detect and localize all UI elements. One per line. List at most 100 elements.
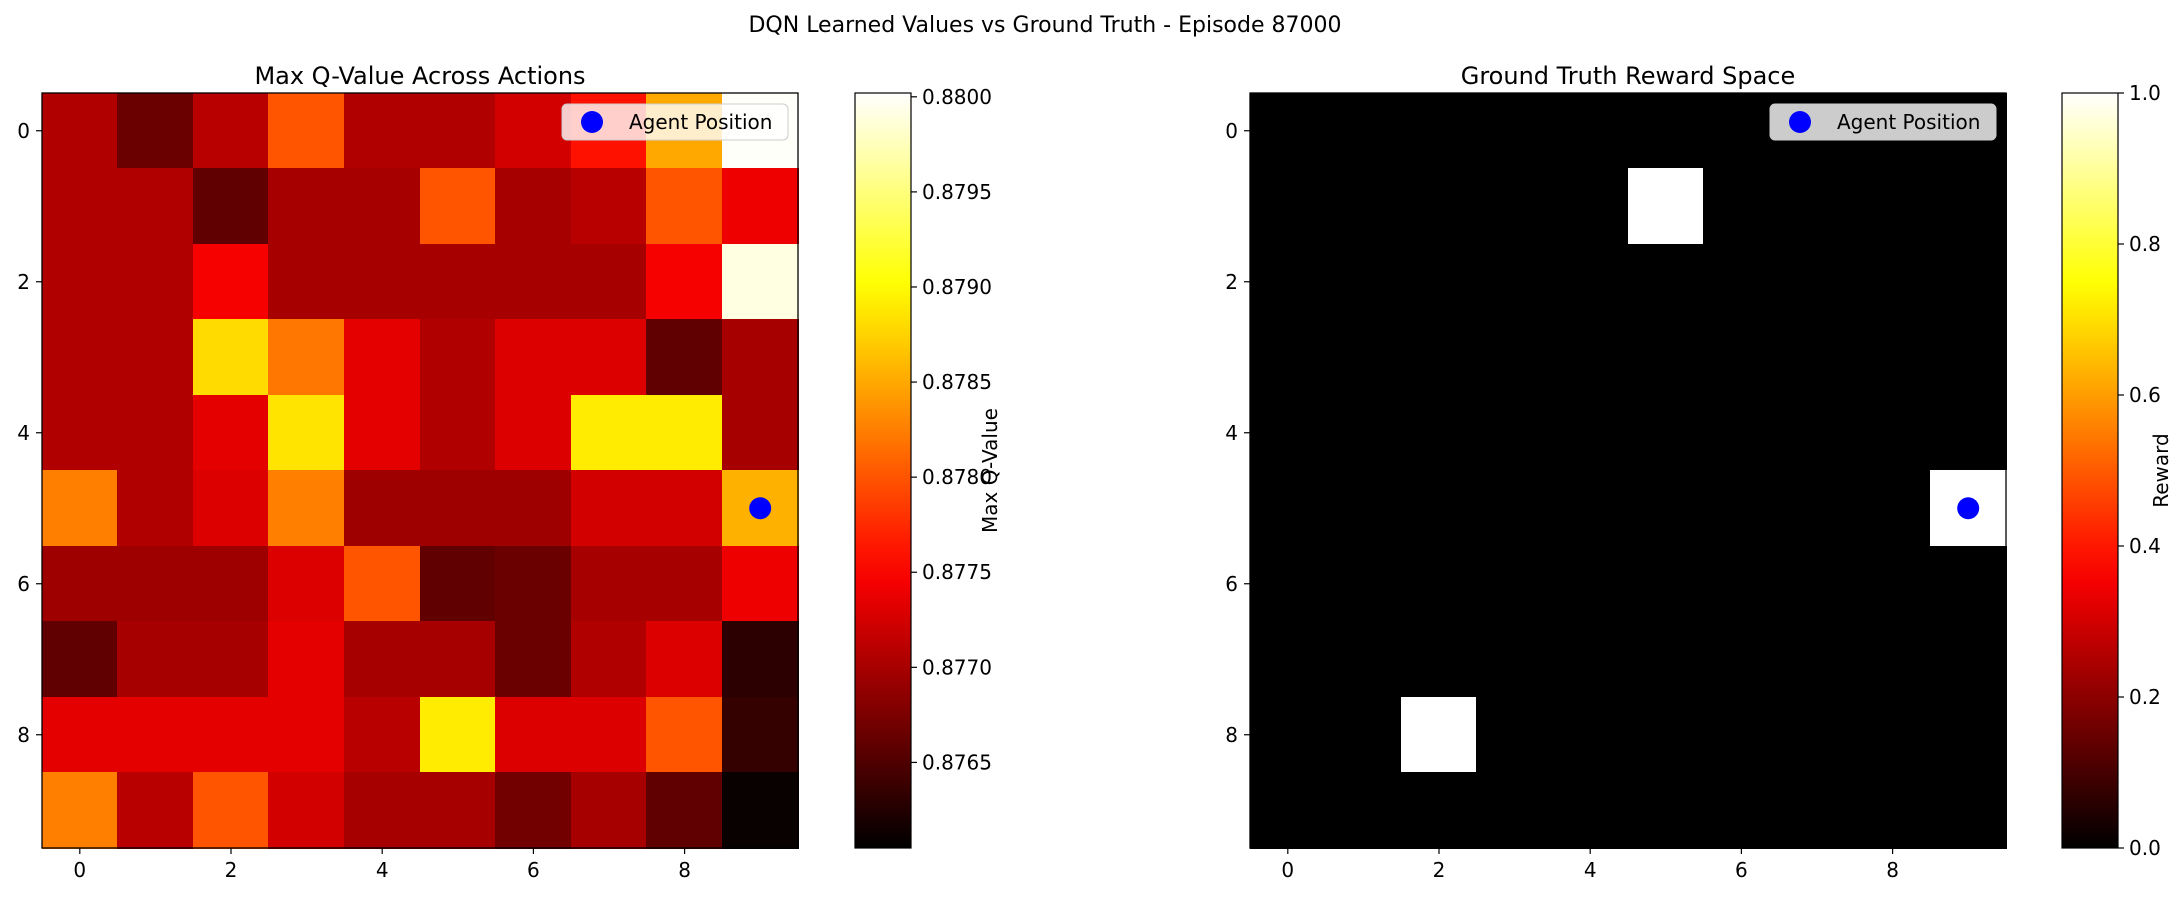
- heatmap-cell: [1779, 546, 1855, 622]
- figure-suptitle: DQN Learned Values vs Ground Truth - Epi…: [748, 13, 1341, 38]
- heatmap-cell: [1476, 244, 1553, 320]
- colorbar-tick-label: 0.2: [2129, 685, 2161, 709]
- heatmap-cell: [1250, 470, 1326, 547]
- y-tick-label: 6: [17, 572, 30, 596]
- heatmap-cell: [722, 772, 799, 849]
- heatmap-cell: [268, 470, 345, 547]
- heatmap-cell: [1703, 93, 1780, 169]
- heatmap-cell: [268, 395, 345, 471]
- heatmap-cell: [646, 244, 723, 320]
- heatmap-cell: [344, 244, 421, 320]
- heatmap-cell: [193, 546, 269, 622]
- legend-marker: [1789, 111, 1811, 133]
- heatmap-cell: [193, 772, 269, 849]
- heatmap-cell: [268, 93, 345, 169]
- heatmap-cell: [1930, 319, 2007, 396]
- heatmap-cell: [117, 546, 194, 622]
- heatmap-cell: [1854, 546, 1931, 622]
- heatmap-cell: [268, 621, 345, 698]
- heatmap-cell: [1779, 772, 1855, 849]
- heatmap-cell: [646, 697, 723, 773]
- heatmap-cell: [1401, 772, 1477, 849]
- heatmap-cell: [1703, 470, 1780, 547]
- heatmap-cell: [1552, 470, 1629, 547]
- heatmap-cell: [1628, 697, 1704, 773]
- heatmap-cell: [646, 546, 723, 622]
- colorbar-tick-label: 0.8: [2129, 232, 2161, 256]
- heatmap-cell: [1325, 319, 1402, 396]
- heatmap-cell: [1779, 395, 1855, 471]
- heatmap-cell: [268, 772, 345, 849]
- heatmap-cell: [1401, 470, 1477, 547]
- heatmap-cell: [646, 772, 723, 849]
- y-tick-label: 2: [1225, 270, 1238, 294]
- agent-position-marker: [749, 497, 772, 520]
- heatmap-cell: [1628, 319, 1704, 396]
- heatmap-cell: [646, 319, 723, 396]
- heatmap-cell: [42, 470, 118, 547]
- heatmap-cell: [420, 621, 496, 698]
- heatmap-cell: [722, 168, 799, 245]
- heatmap-cell: [1628, 93, 1704, 169]
- axes-frame: [1249, 92, 2007, 849]
- heatmap-cell: [1552, 697, 1629, 773]
- legend-box: [561, 103, 789, 141]
- heatmap-cell: [1552, 772, 1629, 849]
- heatmap-cell: [1703, 319, 1780, 396]
- heatmap-cell: [1325, 546, 1402, 622]
- legend-box: [1769, 103, 1997, 141]
- heatmap-cell: [420, 772, 496, 849]
- heatmap-cell: [495, 395, 572, 471]
- heatmap-cell: [42, 546, 118, 622]
- heatmap-cell: [1854, 772, 1931, 849]
- axes-title: Max Q-Value Across Actions: [254, 62, 585, 90]
- x-tick-label: 8: [1886, 858, 1899, 882]
- heatmap-cell: [1250, 244, 1326, 320]
- heatmap-cell: [420, 93, 496, 169]
- colorbar: [854, 92, 912, 849]
- axes-frame: [41, 92, 799, 849]
- heatmap-cell: [193, 168, 269, 245]
- heatmap-cell: [268, 244, 345, 320]
- colorbar-tick-label: 0.8770: [922, 655, 992, 679]
- heatmap-cell: [1703, 697, 1780, 773]
- y-tick-label: 2: [17, 270, 30, 294]
- chart-0: Max Q-Value Across Actions 0 2 4 6 8 0 2 4 6 8 Agen…: [17, 62, 1002, 882]
- heatmap-cell: [42, 395, 118, 471]
- heatmap-cell: [1552, 168, 1629, 245]
- heatmap-cell: [1476, 470, 1553, 547]
- legend: Agent Position: [561, 103, 789, 141]
- heatmap-cell: [495, 93, 572, 169]
- heatmap-cell: [1250, 546, 1326, 622]
- heatmap-cell: [1476, 546, 1553, 622]
- heatmap-cell: [571, 470, 647, 547]
- heatmap-cell: [1779, 697, 1855, 773]
- heatmap-cell: [42, 621, 118, 698]
- heatmap-cell: [495, 319, 572, 396]
- heatmap-cell: [344, 168, 421, 245]
- heatmap-cell: [117, 772, 194, 849]
- heatmap-cell: [117, 395, 194, 471]
- heatmap-cell: [1854, 470, 1931, 547]
- heatmap-cell: [1703, 395, 1780, 471]
- chart-1: Ground Truth Reward Space 0 2 4 6 8 0 2 4 6 8 Agent…: [1225, 62, 2173, 882]
- heatmap-cell: [1628, 244, 1704, 320]
- heatmap-cell: [1552, 395, 1629, 471]
- colorbar-tick-label: 0.0: [2129, 836, 2161, 860]
- heatmap-cell: [117, 621, 194, 698]
- colorbar-tick-label: 0.8800: [922, 85, 992, 109]
- heatmap-cell: [1325, 621, 1402, 698]
- heatmap-cell: [1930, 546, 2007, 622]
- heatmap-cell: [420, 319, 496, 396]
- heatmap-cell: [1476, 772, 1553, 849]
- heatmap-cell: [722, 621, 799, 698]
- heatmap-cell: [42, 93, 118, 169]
- heatmap-cell: [193, 621, 269, 698]
- heatmap-cell: [268, 697, 345, 773]
- heatmap-cell: [1854, 244, 1931, 320]
- heatmap-cell: [117, 93, 194, 169]
- x-tick-label: 6: [1735, 858, 1748, 882]
- heatmap-cell: [1476, 319, 1553, 396]
- heatmap-cell: [420, 470, 496, 547]
